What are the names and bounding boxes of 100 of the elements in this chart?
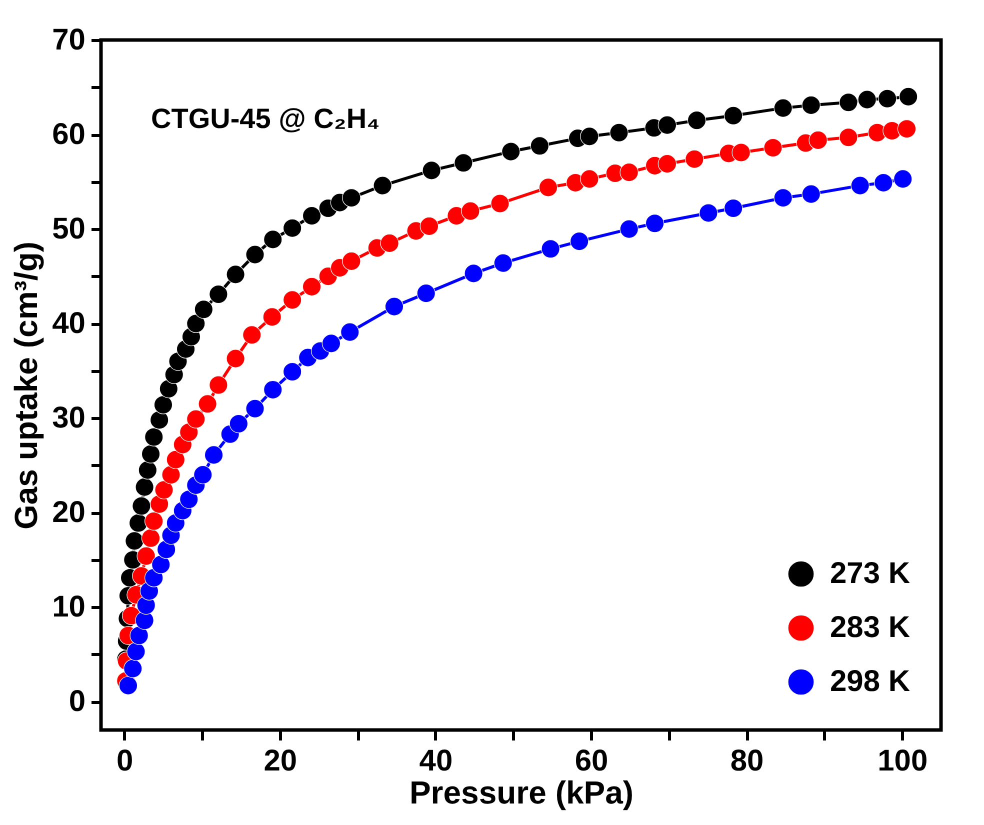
point — [802, 184, 820, 204]
point — [610, 123, 628, 142]
point — [802, 96, 820, 115]
point — [150, 410, 169, 430]
point — [342, 188, 361, 208]
point — [416, 284, 436, 303]
point — [774, 98, 792, 118]
point — [226, 265, 245, 284]
point — [878, 89, 897, 108]
point — [152, 555, 170, 574]
point — [135, 478, 154, 496]
y-tick-label: 30 — [52, 402, 86, 435]
point — [494, 254, 512, 272]
point — [246, 245, 264, 264]
x-tick-label: 20 — [264, 744, 298, 778]
point — [242, 326, 262, 344]
point — [342, 252, 361, 271]
point — [808, 130, 828, 150]
point — [897, 119, 916, 138]
point — [141, 444, 160, 464]
point — [380, 234, 399, 253]
point — [194, 300, 214, 319]
point — [645, 214, 664, 233]
x-axis-title: Pressure (kPa) — [409, 774, 634, 810]
point — [658, 154, 677, 174]
point — [839, 128, 858, 147]
point — [570, 232, 589, 251]
point — [204, 446, 224, 464]
point — [135, 610, 154, 630]
point — [198, 394, 217, 414]
point — [373, 176, 392, 195]
point — [186, 314, 206, 333]
point — [194, 465, 212, 484]
point — [180, 490, 198, 509]
point — [180, 422, 198, 442]
point — [384, 297, 404, 316]
point — [226, 349, 245, 368]
y-tick-label: 10 — [52, 590, 86, 624]
point — [774, 188, 792, 208]
y-tick-label: 70 — [52, 24, 86, 56]
point — [302, 277, 322, 296]
point — [282, 290, 302, 310]
legend-label: 283 K — [830, 611, 910, 644]
point — [839, 93, 858, 112]
point — [154, 480, 174, 500]
point — [186, 410, 206, 428]
point — [580, 170, 599, 188]
point — [502, 142, 520, 161]
point — [874, 173, 893, 192]
point — [209, 376, 228, 394]
point — [124, 659, 142, 678]
y-tick-label: 60 — [52, 118, 86, 152]
point — [132, 496, 151, 516]
x-tick-label: 40 — [419, 744, 453, 778]
point — [340, 322, 360, 342]
x-tick-label: 60 — [574, 744, 608, 778]
point — [490, 194, 510, 213]
point — [209, 284, 228, 304]
point — [858, 90, 876, 109]
point — [620, 162, 638, 182]
point — [894, 170, 912, 188]
y-tick-label: 50 — [52, 212, 86, 246]
point — [541, 240, 560, 258]
point — [144, 512, 164, 530]
point — [898, 87, 918, 106]
point — [282, 362, 302, 382]
point — [658, 116, 677, 134]
point — [464, 264, 483, 283]
point — [685, 150, 704, 168]
annotation: CTGU-45 @ C₂H₄ — [151, 103, 380, 134]
point — [229, 414, 248, 434]
x-tick-label: 0 — [116, 744, 134, 778]
point — [530, 136, 550, 156]
point — [687, 110, 706, 130]
point — [150, 494, 169, 514]
point — [128, 514, 148, 532]
point — [118, 676, 138, 695]
point — [724, 198, 743, 218]
point — [302, 206, 322, 226]
point — [724, 106, 743, 125]
point — [159, 379, 178, 398]
point — [141, 528, 160, 548]
point — [166, 450, 186, 470]
point — [422, 161, 441, 180]
point — [125, 532, 144, 550]
point — [282, 218, 302, 238]
y-tick-label: 0 — [68, 685, 86, 718]
point — [764, 138, 782, 158]
point — [144, 428, 164, 446]
legend-label: 273 K — [830, 557, 910, 590]
point — [136, 546, 156, 566]
point — [620, 220, 638, 238]
point — [580, 127, 599, 146]
point — [138, 460, 158, 480]
point — [699, 204, 718, 222]
point — [162, 465, 180, 484]
point — [126, 642, 146, 661]
y-axis-title: Gas uptake (cm³/g) — [8, 241, 44, 530]
point — [420, 216, 439, 236]
point — [246, 399, 264, 418]
